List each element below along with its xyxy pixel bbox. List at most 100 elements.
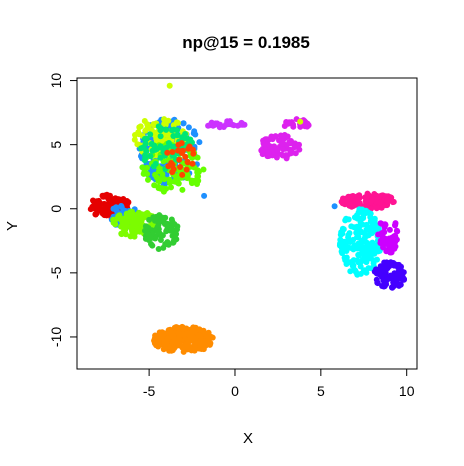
data-point [361,230,368,237]
data-point [383,236,390,243]
data-point [121,215,128,222]
data-point [279,140,286,147]
data-point [171,236,178,243]
data-point [388,249,395,256]
data-point [155,246,162,252]
data-point [189,328,196,335]
data-point [338,198,345,205]
data-point [279,151,286,158]
data-point [392,220,399,227]
data-point [125,199,132,206]
data-point [189,180,195,187]
data-point [112,221,119,228]
data-point [379,283,386,289]
data-point [179,171,186,178]
data-point [274,147,281,154]
data-point [170,166,177,173]
data-point [119,197,125,204]
data-point [351,242,358,249]
data-point [110,205,117,212]
x-tick-label: 5 [317,383,325,399]
data-point [222,121,229,128]
data-point [160,330,167,337]
data-point [208,119,215,126]
y-tick-label: -5 [48,266,64,279]
data-point [157,154,164,161]
data-point [331,203,338,210]
data-point [167,326,174,333]
data-point [157,143,164,150]
data-point [208,334,215,341]
data-point [157,124,164,131]
data-point [201,192,208,199]
data-point [139,164,146,171]
data-point [164,239,171,246]
data-point [109,199,116,206]
data-point [193,339,199,346]
data-point [155,342,162,349]
data-point [171,126,177,133]
data-point [179,186,186,193]
data-point [145,123,152,130]
data-point [392,238,399,245]
data-point [360,244,367,251]
data-point [156,212,163,219]
data-point [127,209,134,215]
data-point [197,337,204,344]
data-point [365,265,372,272]
y-tick-label: -10 [48,327,64,347]
data-point [291,144,298,151]
data-point [296,141,302,148]
data-point [289,121,296,128]
data-point [284,133,291,140]
data-point [176,342,183,349]
data-point [348,258,355,265]
data-point [343,197,350,204]
data-point [147,153,154,160]
data-point [198,346,205,352]
data-point [351,224,358,231]
data-point [401,276,407,283]
data-point [174,132,181,139]
data-point [200,327,207,334]
data-point [166,82,173,89]
data-point [347,268,354,275]
data-point [185,124,192,131]
data-point [393,227,400,234]
x-tick-label: 0 [231,383,239,399]
data-point [356,200,363,207]
data-point [342,217,349,224]
data-point [267,143,273,150]
data-point [368,223,375,230]
data-point [304,120,311,127]
data-point [182,131,189,137]
data-point [138,211,145,218]
data-point [156,229,162,236]
data-point [339,225,346,232]
data-point [141,168,148,175]
data-point [161,338,168,345]
data-point [185,345,192,352]
data-point [356,228,363,235]
data-point [168,184,174,191]
data-point [389,199,396,206]
data-point [129,227,135,234]
data-point [370,257,377,264]
data-point [163,126,170,133]
data-point [277,132,284,139]
data-point [230,122,237,129]
data-point [363,259,370,266]
data-point [156,168,162,175]
data-point [356,223,363,230]
data-point [162,121,169,128]
data-point [377,237,384,244]
data-point [388,284,395,291]
data-point [180,120,187,127]
data-point [265,149,272,156]
y-tick-label: 0 [48,205,64,213]
data-point [147,131,154,138]
data-point [142,152,148,159]
data-point [356,208,363,215]
data-point [175,180,182,187]
data-point [164,220,171,227]
